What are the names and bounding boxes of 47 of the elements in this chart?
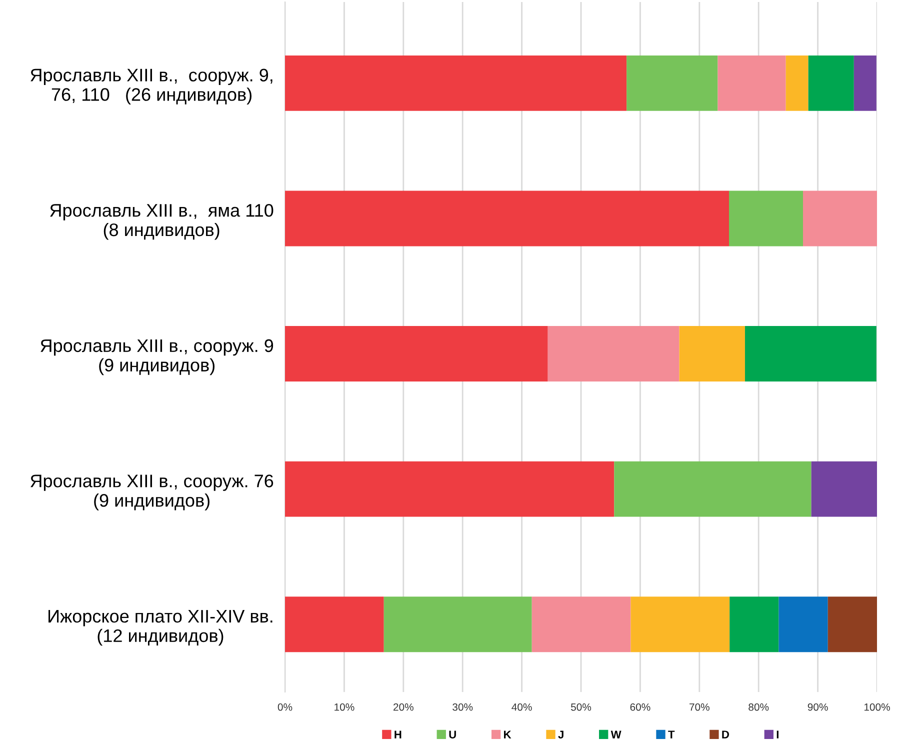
legend-label: I	[776, 730, 778, 738]
y-tick-label: Ярославль XIII в., сооруж. 9 (9 индивидов)	[40, 339, 274, 376]
bar	[285, 326, 548, 382]
bar	[730, 596, 779, 652]
legend-label: H	[394, 730, 402, 738]
bar	[679, 326, 745, 382]
y-tick-label: Ярославль XIII в., сооруж. 76 (9 индивидов)	[30, 474, 274, 510]
x-tick-label: 30%	[452, 703, 473, 711]
bar	[808, 55, 854, 111]
bar	[285, 190, 729, 246]
bar	[729, 190, 803, 246]
bar	[854, 55, 876, 111]
bar	[630, 596, 730, 652]
legend-label: T	[668, 730, 675, 738]
bar	[786, 55, 808, 111]
bar	[384, 596, 532, 652]
bar	[744, 326, 876, 382]
x-tick-label: 20%	[394, 703, 414, 711]
x-tick-label: 60%	[630, 703, 650, 711]
bar	[548, 326, 680, 382]
y-tick-label: Ярославль XIII в., яма 110 (8 индивидов)	[50, 204, 274, 240]
legend-label: W	[610, 730, 622, 738]
x-tick-label: 90%	[808, 703, 828, 711]
bar	[811, 461, 877, 517]
y-tick-label: Ярославль XIII в., сооруж. 9, 76, 110 (26 индивидов)	[30, 68, 272, 104]
x-tick-label: 0%	[278, 703, 292, 711]
x-tick-label: 80%	[748, 703, 769, 711]
bar	[285, 55, 627, 111]
legend-label: U	[449, 730, 456, 738]
y-tick-label: Ижорское плато XII-XIV вв. (12 индивидов)	[48, 610, 272, 646]
bar	[803, 190, 877, 246]
x-tick-label: 70%	[690, 703, 710, 711]
bar	[828, 596, 877, 652]
legend-label: K	[504, 730, 512, 738]
x-tick-label: 10%	[334, 703, 354, 711]
x-tick-label: 50%	[570, 703, 592, 711]
bar	[614, 461, 812, 517]
legend-label: J	[558, 730, 564, 738]
bar	[285, 596, 384, 652]
bar	[626, 55, 718, 111]
x-tick-label: 40%	[512, 703, 532, 711]
x-tick-label: 100%	[864, 703, 890, 711]
legend-label: D	[722, 730, 729, 738]
bar	[778, 596, 828, 652]
bar	[718, 55, 786, 111]
bar	[532, 596, 631, 652]
bar	[285, 461, 614, 517]
